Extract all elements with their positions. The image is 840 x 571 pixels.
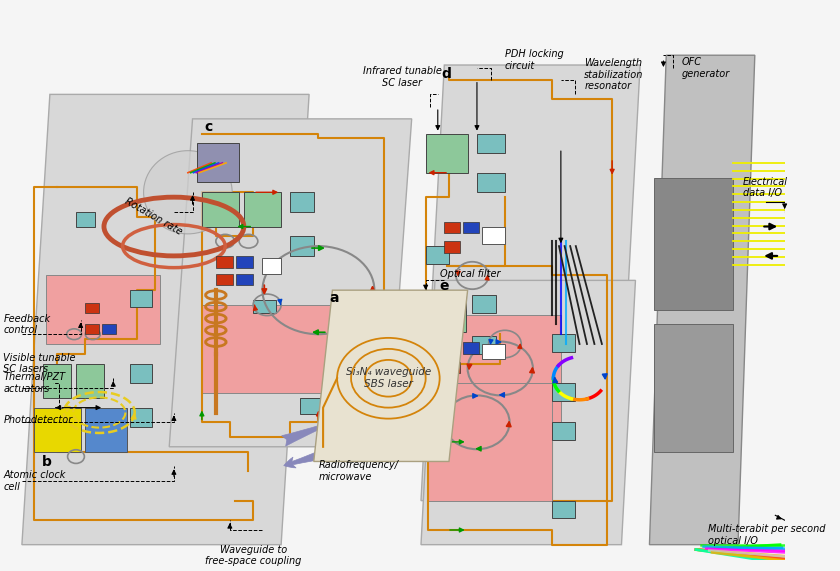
Polygon shape	[444, 222, 460, 234]
Text: Rotation rate: Rotation rate	[123, 196, 183, 237]
Text: Photodetector: Photodetector	[3, 415, 72, 425]
Polygon shape	[444, 361, 460, 373]
Text: e: e	[439, 279, 449, 293]
Polygon shape	[426, 134, 468, 172]
Text: Radiofrequency/
microwave: Radiofrequency/ microwave	[318, 460, 398, 482]
Text: c: c	[205, 119, 213, 134]
Polygon shape	[426, 315, 561, 423]
Polygon shape	[291, 192, 314, 212]
Polygon shape	[421, 280, 636, 545]
Polygon shape	[130, 408, 152, 427]
Text: OFC
generator: OFC generator	[682, 57, 730, 79]
Polygon shape	[197, 143, 239, 183]
Text: b: b	[41, 455, 51, 469]
Polygon shape	[463, 222, 479, 234]
Polygon shape	[472, 336, 496, 354]
Polygon shape	[291, 236, 314, 256]
Polygon shape	[76, 212, 95, 227]
Polygon shape	[244, 192, 281, 227]
Polygon shape	[552, 501, 575, 518]
Text: Si₃N₄ waveguide
SBS laser: Si₃N₄ waveguide SBS laser	[346, 368, 431, 389]
Polygon shape	[76, 364, 104, 398]
Polygon shape	[421, 65, 640, 501]
Polygon shape	[314, 290, 468, 461]
Polygon shape	[34, 408, 81, 452]
Polygon shape	[649, 55, 755, 545]
Polygon shape	[236, 274, 253, 286]
Text: Waveguide to
free-space coupling: Waveguide to free-space coupling	[205, 545, 302, 566]
Polygon shape	[46, 275, 160, 344]
Polygon shape	[428, 295, 465, 332]
Polygon shape	[86, 303, 99, 313]
Polygon shape	[86, 324, 99, 334]
Polygon shape	[552, 383, 575, 401]
Polygon shape	[300, 398, 323, 415]
Polygon shape	[552, 423, 575, 440]
Polygon shape	[202, 305, 346, 393]
Text: a: a	[329, 291, 339, 305]
Text: PDH locking
circuit: PDH locking circuit	[505, 49, 564, 71]
Polygon shape	[169, 119, 412, 447]
Polygon shape	[428, 359, 451, 375]
Polygon shape	[86, 408, 128, 452]
Polygon shape	[130, 290, 152, 307]
Polygon shape	[428, 383, 552, 501]
Polygon shape	[130, 364, 152, 383]
Polygon shape	[654, 324, 733, 452]
Text: Electrical
data I/O: Electrical data I/O	[743, 176, 788, 198]
Polygon shape	[253, 300, 276, 313]
Polygon shape	[202, 192, 239, 227]
Polygon shape	[472, 295, 496, 313]
Polygon shape	[654, 178, 733, 309]
Polygon shape	[444, 342, 460, 354]
Polygon shape	[22, 94, 309, 545]
Text: Visible tunable
SC lasers: Visible tunable SC lasers	[3, 353, 76, 375]
Ellipse shape	[144, 151, 232, 234]
Text: Atomic clock
cell: Atomic clock cell	[3, 471, 66, 492]
Polygon shape	[463, 342, 479, 354]
Polygon shape	[552, 334, 575, 352]
Text: Thermal/PZT
actuators: Thermal/PZT actuators	[3, 372, 66, 394]
Polygon shape	[44, 364, 71, 398]
Polygon shape	[216, 274, 233, 286]
Text: d: d	[442, 67, 451, 81]
Polygon shape	[236, 256, 253, 268]
Polygon shape	[102, 324, 116, 334]
Text: Multi-terabit per second
optical I/O: Multi-terabit per second optical I/O	[708, 524, 826, 546]
Polygon shape	[481, 344, 505, 359]
Text: Wavelength
stabilization
resonator: Wavelength stabilization resonator	[584, 58, 643, 91]
Polygon shape	[444, 241, 460, 253]
Polygon shape	[262, 258, 281, 274]
Text: Infrared tunable
SC laser: Infrared tunable SC laser	[363, 66, 442, 87]
Text: Feedback
control: Feedback control	[3, 313, 50, 335]
Polygon shape	[481, 227, 505, 244]
Polygon shape	[477, 134, 505, 153]
Polygon shape	[216, 256, 233, 268]
Text: Optical filter: Optical filter	[439, 268, 500, 279]
Polygon shape	[426, 246, 449, 264]
Polygon shape	[477, 172, 505, 192]
